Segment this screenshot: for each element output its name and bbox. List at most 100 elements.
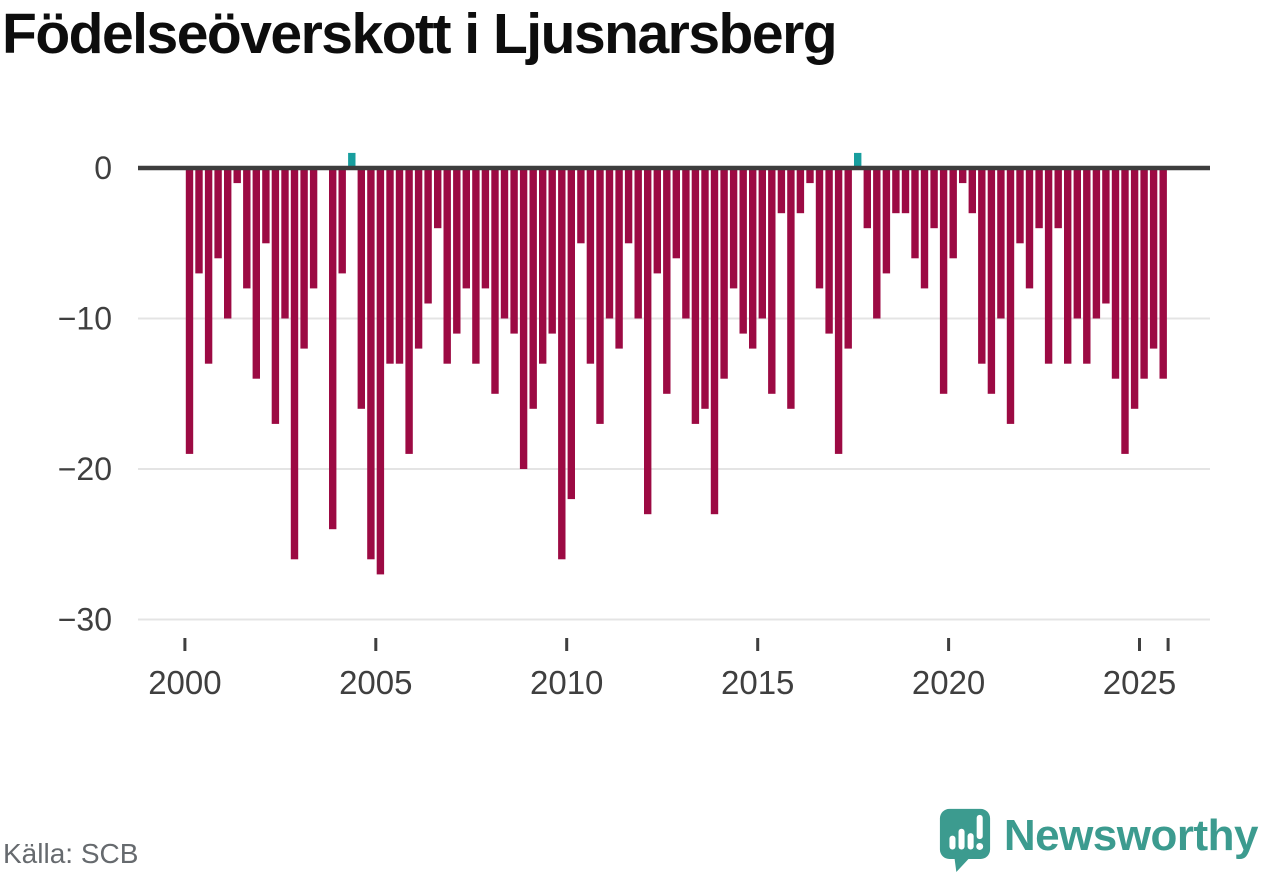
- x-axis-label: 2020: [912, 664, 985, 701]
- bar: [758, 168, 766, 319]
- bar: [691, 168, 700, 424]
- bar: [978, 168, 986, 364]
- bar: [252, 168, 260, 379]
- bar: [424, 168, 432, 304]
- bar: [834, 168, 843, 454]
- bar: [863, 168, 871, 229]
- positive-bar: [854, 152, 862, 168]
- bar: [271, 168, 280, 424]
- bar: [539, 168, 547, 364]
- bar: [1006, 168, 1015, 424]
- bar: [510, 168, 518, 334]
- bar: [1054, 168, 1062, 229]
- bar: [624, 168, 633, 244]
- bar: [615, 168, 623, 349]
- bar: [644, 168, 652, 515]
- bar: [481, 168, 490, 289]
- bar: [1016, 168, 1024, 244]
- bar: [243, 168, 251, 289]
- bar: [806, 168, 814, 184]
- x-axis-tick: [947, 638, 951, 651]
- bar: [500, 168, 509, 319]
- bar: [672, 168, 680, 259]
- bar: [548, 168, 556, 334]
- bar: [844, 168, 852, 349]
- bar-chart: 0 −10 −20 −30 2000 2005 2010 2015 2020 2025: [58, 150, 1210, 701]
- bar: [300, 168, 308, 349]
- bar: [567, 168, 575, 500]
- source-label: Källa: SCB: [3, 838, 139, 869]
- bar: [434, 168, 442, 229]
- bar: [720, 168, 728, 379]
- y-axis-label: −20: [58, 451, 112, 487]
- bar: [558, 168, 566, 560]
- bar: [949, 168, 957, 259]
- bar: [386, 168, 394, 364]
- bar: [395, 168, 404, 364]
- bar: [930, 168, 938, 229]
- bar: [309, 168, 318, 289]
- bar: [1073, 168, 1081, 319]
- x-axis-tick: [183, 638, 187, 651]
- bar: [414, 168, 423, 349]
- bar: [825, 168, 833, 334]
- bar: [214, 168, 222, 259]
- bar: [901, 168, 910, 214]
- bar: [1102, 168, 1110, 304]
- x-axis-label: 2025: [1103, 664, 1176, 701]
- bar: [682, 168, 690, 319]
- bar: [519, 168, 528, 469]
- x-axis-label: 2015: [721, 664, 794, 701]
- bar: [262, 168, 270, 244]
- bar: [815, 168, 824, 289]
- bar: [586, 168, 595, 364]
- bar: [997, 168, 1005, 319]
- positive-bar: [348, 152, 356, 168]
- bar: [405, 168, 413, 454]
- bar: [281, 168, 289, 319]
- bar: [224, 168, 232, 319]
- bar: [357, 168, 365, 409]
- bar: [329, 168, 337, 530]
- bar: [749, 168, 757, 349]
- bar: [939, 168, 948, 394]
- x-axis-tick: [1138, 638, 1141, 651]
- bar: [529, 168, 537, 409]
- bar: [701, 168, 709, 409]
- bar: [1044, 168, 1053, 364]
- bar: [472, 168, 480, 364]
- bar: [204, 168, 213, 364]
- bar: [768, 168, 776, 394]
- x-axis-label: 2000: [148, 664, 221, 701]
- bar: [987, 168, 996, 394]
- bar: [1025, 168, 1034, 289]
- bar: [796, 168, 805, 214]
- bar: [596, 168, 604, 424]
- bar: [892, 168, 900, 214]
- bar: [959, 168, 967, 184]
- bar: [491, 168, 499, 394]
- bar: [710, 168, 719, 515]
- bar: [911, 168, 919, 259]
- bar: [1064, 168, 1072, 364]
- bar: [605, 168, 614, 319]
- bar: [968, 168, 976, 214]
- brand-name: Newsworthy: [1003, 811, 1259, 860]
- bar: [882, 168, 891, 274]
- bar: [1092, 168, 1101, 319]
- x-axis-label: 2005: [339, 664, 412, 701]
- bar: [367, 168, 375, 560]
- bar: [1149, 168, 1158, 349]
- x-axis-label: 2010: [530, 664, 603, 701]
- bar: [653, 168, 661, 274]
- bar: [1111, 168, 1120, 379]
- bar: [1035, 168, 1043, 229]
- bar: [920, 168, 929, 289]
- bar: [185, 168, 194, 454]
- bar: [634, 168, 642, 319]
- bar: [233, 168, 241, 184]
- bar: [777, 168, 786, 214]
- bar: [577, 168, 585, 244]
- bar: [663, 168, 671, 394]
